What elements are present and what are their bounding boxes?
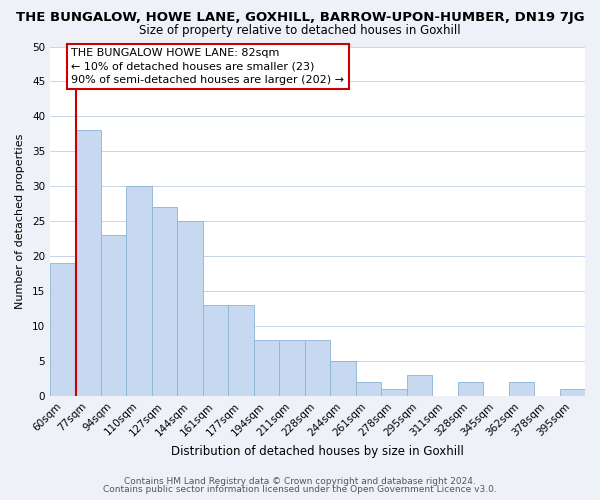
Y-axis label: Number of detached properties: Number of detached properties [15,134,25,309]
Bar [330,361,356,396]
Bar [101,235,127,396]
Bar [560,389,585,396]
Bar [458,382,483,396]
Bar [229,305,254,396]
Bar [280,340,305,396]
Text: THE BUNGALOW, HOWE LANE, GOXHILL, BARROW-UPON-HUMBER, DN19 7JG: THE BUNGALOW, HOWE LANE, GOXHILL, BARROW… [16,11,584,24]
Bar [203,305,229,396]
Bar [50,263,76,396]
Bar [254,340,280,396]
Bar [76,130,101,396]
Bar [509,382,534,396]
X-axis label: Distribution of detached houses by size in Goxhill: Distribution of detached houses by size … [171,444,464,458]
Text: THE BUNGALOW HOWE LANE: 82sqm
← 10% of detached houses are smaller (23)
90% of s: THE BUNGALOW HOWE LANE: 82sqm ← 10% of d… [71,48,344,84]
Bar [127,186,152,396]
Bar [407,375,432,396]
Bar [356,382,381,396]
Text: Contains HM Land Registry data © Crown copyright and database right 2024.: Contains HM Land Registry data © Crown c… [124,477,476,486]
Bar [152,207,178,396]
Text: Contains public sector information licensed under the Open Government Licence v3: Contains public sector information licen… [103,485,497,494]
Bar [178,221,203,396]
Bar [305,340,330,396]
Bar [381,389,407,396]
Text: Size of property relative to detached houses in Goxhill: Size of property relative to detached ho… [139,24,461,37]
